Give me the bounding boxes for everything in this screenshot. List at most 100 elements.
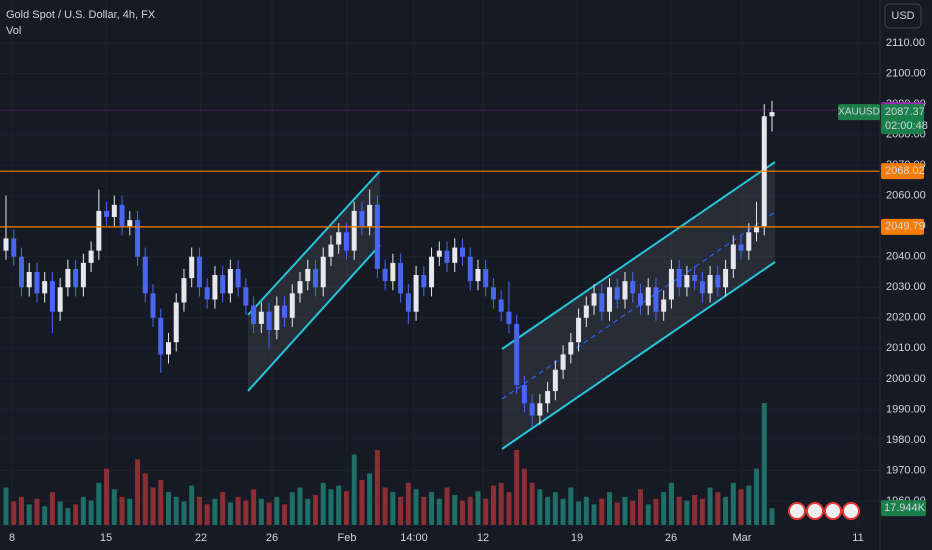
candle-body (328, 244, 334, 257)
y-tick-label: 2100.00 (886, 67, 926, 79)
candle-body (111, 204, 117, 218)
candle-body (158, 317, 164, 355)
candle-body (297, 281, 303, 294)
candle-body (754, 226, 760, 233)
volume-bar (498, 482, 504, 525)
volume-bar (576, 501, 582, 525)
volume-bar (444, 487, 450, 525)
candle-body (630, 281, 636, 294)
candle-body (591, 293, 597, 306)
candle-body (599, 293, 605, 312)
candles (3, 101, 775, 428)
x-tick-label: 12 (477, 532, 489, 544)
volume-bar (769, 508, 775, 525)
candle-body (104, 210, 110, 218)
volume-bar (730, 482, 736, 525)
candle-body (506, 311, 512, 324)
volume-bar (645, 504, 651, 525)
candle-body (343, 232, 349, 251)
symbol: XAUUSD (838, 107, 880, 118)
volume-bar (73, 504, 79, 525)
event-flag[interactable] (842, 502, 860, 520)
volume-bar (196, 496, 202, 525)
price-label: 2068.02 (885, 165, 925, 177)
volume-title: Vol (6, 25, 21, 37)
event-flag[interactable] (824, 502, 842, 520)
currency[interactable]: USD (891, 10, 914, 22)
volume-bar (537, 489, 543, 525)
candle-body (568, 342, 574, 355)
candle-body (692, 275, 698, 282)
candle-body (676, 268, 682, 288)
candle-body (11, 238, 17, 257)
volume-bar (189, 485, 195, 525)
y-tick-label: 1990.00 (886, 403, 926, 415)
candle-body (413, 275, 419, 312)
candle-body (80, 262, 86, 288)
volume-bar (746, 485, 752, 525)
currency-button[interactable] (884, 3, 922, 29)
x-tick-label: 8 (9, 532, 15, 544)
volume-bar (305, 498, 311, 525)
candle-body (3, 238, 9, 251)
candle-body (96, 210, 102, 251)
volume-bar (243, 500, 249, 525)
candle-body (274, 305, 280, 331)
volume-bar (715, 492, 721, 525)
candle-body (653, 287, 659, 312)
volume-bar (622, 496, 628, 525)
candle-body (135, 220, 141, 257)
y-tick-label: 2110.00 (886, 37, 925, 49)
y-tick-label: 2010.00 (886, 342, 926, 354)
x-tick-label: 22 (195, 532, 207, 544)
volume-bar (475, 491, 481, 525)
volume-bar (173, 496, 179, 525)
volume-bar (374, 449, 380, 525)
volume-bar (367, 473, 373, 525)
candle-body (351, 210, 357, 251)
candle-body (127, 220, 133, 227)
volume-bar (614, 502, 620, 525)
volume-bar (599, 498, 605, 525)
volume-bar (11, 501, 17, 525)
event-flag[interactable] (788, 502, 806, 520)
volume-bar (421, 496, 427, 525)
candle-body (668, 268, 674, 300)
volume-bar (359, 479, 365, 525)
candle-body (34, 272, 40, 294)
volume-bar (699, 498, 705, 525)
event-flag[interactable] (806, 502, 824, 520)
candle-body (142, 256, 148, 294)
volume-bar (692, 494, 698, 525)
candle-body (398, 262, 404, 294)
candle-body (227, 268, 233, 294)
candle-body (467, 256, 473, 282)
candle-body (305, 268, 311, 282)
volume-bar (274, 496, 280, 525)
candle-body (576, 317, 582, 343)
candle-body (607, 287, 613, 312)
volume-bar (467, 496, 473, 525)
candle-body (622, 281, 628, 300)
volume-bar (514, 449, 520, 525)
volume-bar (452, 494, 458, 525)
volume-bar (382, 487, 388, 525)
last-price-bg (881, 104, 924, 135)
candle-body (715, 275, 721, 288)
volume-bar (676, 496, 682, 525)
volume-label-bg (881, 500, 926, 517)
x-tick-label: 15 (100, 532, 112, 544)
candle-body (18, 256, 24, 288)
volume-bar (26, 504, 32, 525)
volume-bar (297, 487, 303, 525)
volume-bar (661, 492, 667, 525)
volume-bar (483, 498, 489, 525)
volume-bar (227, 502, 233, 525)
candle-body (560, 354, 566, 370)
candle-body (460, 247, 466, 257)
volume-bar (405, 482, 411, 525)
volume-bar (65, 508, 71, 525)
y-tick-label: 2060.00 (886, 190, 926, 202)
x-tick-label: 26 (665, 532, 677, 544)
